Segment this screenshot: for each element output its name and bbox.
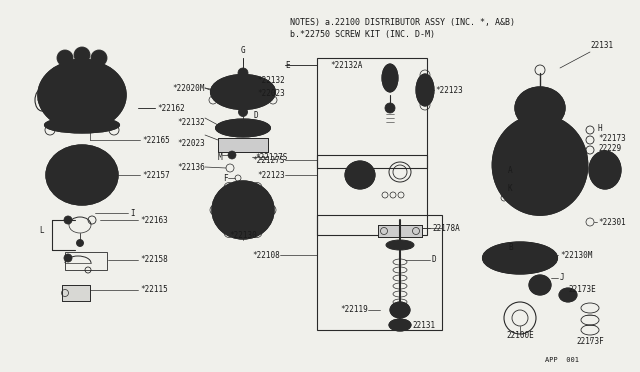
Bar bbox=[378, 225, 422, 237]
Bar bbox=[317, 215, 442, 330]
Text: *22127S: *22127S bbox=[253, 155, 285, 164]
Ellipse shape bbox=[416, 74, 434, 106]
Text: *22158: *22158 bbox=[140, 256, 168, 264]
Circle shape bbox=[352, 167, 368, 183]
Bar bbox=[317, 58, 427, 168]
Text: *22023: *22023 bbox=[177, 138, 205, 148]
Text: 22173F: 22173F bbox=[576, 337, 604, 346]
Ellipse shape bbox=[559, 288, 577, 302]
Text: *22165: *22165 bbox=[142, 135, 170, 144]
Text: *22163: *22163 bbox=[140, 215, 168, 224]
Circle shape bbox=[64, 216, 72, 224]
Circle shape bbox=[77, 240, 83, 247]
Ellipse shape bbox=[38, 60, 126, 130]
Text: NOTES) a.22100 DISTRIBUTOR ASSY (INC. *, A&B): NOTES) a.22100 DISTRIBUTOR ASSY (INC. *,… bbox=[290, 17, 515, 26]
Text: *22123: *22123 bbox=[257, 170, 285, 180]
Text: *22020M: *22020M bbox=[173, 83, 205, 93]
Text: 22173E: 22173E bbox=[568, 285, 596, 295]
Text: I: I bbox=[130, 208, 134, 218]
Text: H: H bbox=[598, 124, 603, 132]
Ellipse shape bbox=[212, 181, 274, 239]
Bar bbox=[317, 155, 427, 235]
Ellipse shape bbox=[529, 275, 551, 295]
Ellipse shape bbox=[345, 161, 375, 189]
Text: *22130: *22130 bbox=[229, 231, 257, 240]
Circle shape bbox=[91, 50, 107, 66]
Ellipse shape bbox=[216, 119, 271, 137]
Circle shape bbox=[238, 68, 248, 78]
Text: 22100E: 22100E bbox=[506, 330, 534, 340]
Text: E: E bbox=[285, 61, 290, 70]
Text: *22157: *22157 bbox=[142, 170, 170, 180]
Circle shape bbox=[74, 47, 90, 63]
Text: *22130M: *22130M bbox=[560, 250, 593, 260]
Ellipse shape bbox=[589, 151, 621, 189]
Ellipse shape bbox=[390, 302, 410, 318]
Ellipse shape bbox=[515, 87, 565, 129]
Text: G: G bbox=[241, 45, 245, 55]
Text: 22131: 22131 bbox=[412, 321, 435, 330]
Circle shape bbox=[235, 80, 251, 96]
Circle shape bbox=[237, 204, 249, 216]
Ellipse shape bbox=[493, 115, 588, 215]
Ellipse shape bbox=[211, 74, 275, 109]
Bar bbox=[378, 225, 422, 237]
Text: *22301: *22301 bbox=[598, 218, 626, 227]
Circle shape bbox=[385, 103, 395, 113]
Circle shape bbox=[512, 250, 528, 266]
Circle shape bbox=[57, 50, 73, 66]
Text: *22132A: *22132A bbox=[330, 61, 362, 70]
Text: B: B bbox=[508, 244, 513, 253]
Text: 22131: 22131 bbox=[590, 41, 613, 49]
Ellipse shape bbox=[60, 59, 104, 81]
Ellipse shape bbox=[386, 240, 414, 250]
Text: *22132: *22132 bbox=[257, 76, 285, 84]
Text: D: D bbox=[432, 256, 436, 264]
Text: M: M bbox=[218, 153, 222, 161]
Bar bbox=[62, 285, 90, 301]
Text: APP  001: APP 001 bbox=[545, 357, 579, 363]
Text: 22178A: 22178A bbox=[432, 224, 460, 232]
Ellipse shape bbox=[389, 319, 411, 331]
Text: *22132: *22132 bbox=[177, 118, 205, 126]
Text: D: D bbox=[253, 110, 258, 119]
Circle shape bbox=[533, 88, 547, 102]
Text: *22136: *22136 bbox=[177, 163, 205, 171]
Text: J: J bbox=[560, 273, 564, 282]
Ellipse shape bbox=[75, 169, 89, 181]
Text: F: F bbox=[223, 173, 228, 183]
Text: A: A bbox=[508, 166, 513, 174]
Ellipse shape bbox=[46, 145, 118, 205]
Text: L: L bbox=[40, 225, 44, 234]
Text: b.*22750 SCREW KIT (INC. D-M): b.*22750 SCREW KIT (INC. D-M) bbox=[290, 29, 435, 38]
Bar bbox=[62, 285, 90, 301]
Bar bbox=[218, 138, 268, 152]
Ellipse shape bbox=[68, 163, 96, 187]
Circle shape bbox=[239, 108, 248, 116]
Text: *22123: *22123 bbox=[435, 86, 463, 94]
Ellipse shape bbox=[71, 79, 93, 97]
Text: *22108: *22108 bbox=[252, 250, 280, 260]
Ellipse shape bbox=[382, 64, 398, 92]
Text: 22229: 22229 bbox=[598, 144, 621, 153]
Ellipse shape bbox=[483, 242, 557, 274]
Text: *22115: *22115 bbox=[140, 285, 168, 295]
Ellipse shape bbox=[45, 117, 120, 133]
Text: *22162: *22162 bbox=[157, 103, 185, 112]
Text: *22023: *22023 bbox=[257, 89, 285, 97]
Text: *22173: *22173 bbox=[598, 134, 626, 142]
Text: *22119: *22119 bbox=[340, 305, 368, 314]
Text: *22127S: *22127S bbox=[255, 153, 287, 161]
Bar bbox=[65, 252, 107, 270]
Circle shape bbox=[228, 151, 236, 159]
Circle shape bbox=[64, 254, 72, 262]
Text: K: K bbox=[508, 183, 513, 192]
Bar bbox=[218, 138, 268, 152]
